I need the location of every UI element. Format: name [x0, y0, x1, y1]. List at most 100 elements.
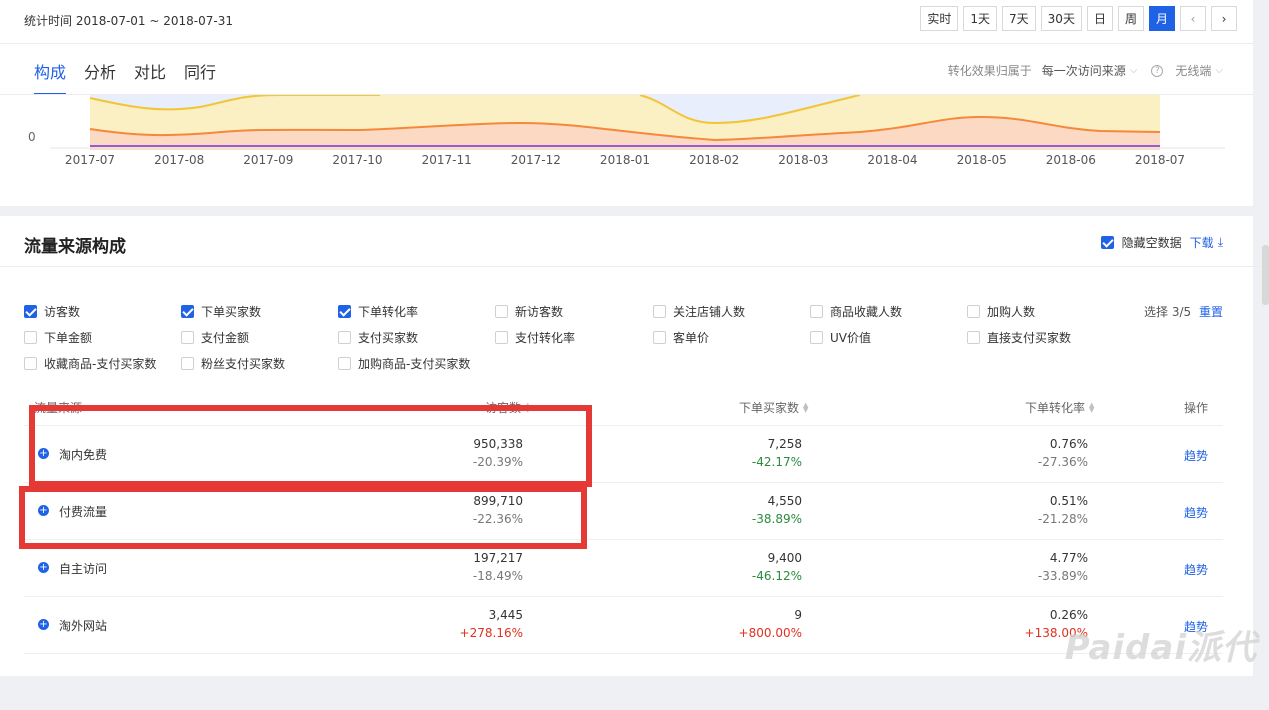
- highlight-box: [19, 486, 587, 549]
- metric-checkbox[interactable]: [810, 331, 823, 344]
- x-tick-label: 2017-09: [243, 153, 294, 167]
- time-btn-realtime[interactable]: 实时: [920, 6, 959, 31]
- buyers-value: 4,550: [767, 494, 802, 508]
- help-icon[interactable]: ?: [1151, 64, 1164, 77]
- metric-checkbox[interactable]: [24, 331, 37, 344]
- visitors-change: -22.36%: [472, 512, 523, 526]
- metric-checkbox[interactable]: [24, 357, 37, 370]
- metric-option[interactable]: 直接支付买家数: [967, 329, 1071, 346]
- metric-option[interactable]: 商品收藏人数: [810, 303, 902, 320]
- rate-value: 0.26%: [1049, 608, 1088, 622]
- metric-option[interactable]: 收藏商品-支付买家数: [24, 355, 156, 372]
- metric-option[interactable]: 支付买家数: [338, 329, 418, 346]
- metric-option[interactable]: 访客数: [24, 303, 80, 320]
- divider: [0, 43, 1253, 44]
- selection-count: 选择 3/5: [1144, 305, 1192, 319]
- metric-label: 直接支付买家数: [987, 331, 1072, 345]
- chart-area-orange: [90, 117, 1160, 150]
- reset-link[interactable]: 重置: [1198, 305, 1223, 319]
- metric-checkbox[interactable]: [338, 331, 351, 344]
- metric-label: 访客数: [44, 305, 81, 319]
- source-name: 付费流量: [59, 505, 108, 519]
- chevron-down-icon[interactable]: ⌵: [1215, 65, 1223, 76]
- chevron-down-icon[interactable]: ⌵: [1129, 65, 1138, 76]
- rate-cell: 0.51% -21.28%: [1038, 494, 1088, 528]
- hide-empty-checkbox[interactable]: [1100, 236, 1114, 249]
- metric-checkbox[interactable]: [653, 305, 666, 318]
- metric-checkbox[interactable]: [338, 305, 351, 318]
- visitors-change: -18.49%: [472, 569, 523, 583]
- trend-link[interactable]: 趋势: [1184, 506, 1209, 520]
- time-btn-day[interactable]: 日: [1086, 6, 1113, 31]
- buyers-cell: 7,258 -42.17%: [752, 437, 802, 471]
- hide-empty-label: 隐藏空数据: [1121, 236, 1182, 250]
- metric-option[interactable]: 新访客数: [495, 303, 563, 320]
- prev-arrow-icon[interactable]: ‹: [1180, 6, 1206, 31]
- expand-plus-icon[interactable]: +: [38, 505, 49, 516]
- metric-checkbox[interactable]: [181, 305, 194, 318]
- metric-option[interactable]: 关注店铺人数: [653, 303, 745, 320]
- metric-label: 支付转化率: [515, 331, 576, 345]
- download-link[interactable]: 下载: [1189, 236, 1214, 250]
- buyers-change: -38.89%: [751, 512, 802, 526]
- buyers-change: -46.12%: [751, 569, 802, 583]
- expand-plus-icon[interactable]: +: [38, 448, 49, 459]
- buyers-value: 9: [794, 608, 802, 622]
- chart-line-yellow: [89, 95, 861, 125]
- attribution-dropdown[interactable]: 每一次访问来源: [1041, 64, 1126, 78]
- metric-checkbox[interactable]: [181, 357, 194, 370]
- metric-checkbox[interactable]: [495, 331, 508, 344]
- next-arrow-icon[interactable]: ›: [1211, 6, 1237, 31]
- tab-composition[interactable]: 构成: [34, 59, 67, 95]
- metric-checkbox[interactable]: [495, 305, 508, 318]
- metric-checkbox[interactable]: [967, 305, 980, 318]
- selection-info: 选择 3/5 重置: [1144, 303, 1223, 320]
- metric-label: 粉丝支付买家数: [201, 357, 286, 371]
- expand-plus-icon[interactable]: +: [38, 562, 49, 573]
- tab-analysis[interactable]: 分析: [84, 63, 117, 82]
- metric-checkbox[interactable]: [181, 331, 194, 344]
- trend-link[interactable]: 趋势: [1184, 620, 1209, 634]
- metric-option[interactable]: 支付金额: [181, 329, 249, 346]
- trend-link[interactable]: 趋势: [1184, 449, 1209, 463]
- metric-checkbox[interactable]: [967, 331, 980, 344]
- metric-checkbox[interactable]: [24, 305, 37, 318]
- trend-link[interactable]: 趋势: [1184, 563, 1209, 577]
- rate-cell: 0.26% +138.00%: [1025, 608, 1088, 642]
- x-tick-label: 2018-02: [689, 153, 740, 167]
- metric-option[interactable]: 下单转化率: [338, 303, 418, 320]
- x-axis: 2017-07 2017-08 2017-09 2017-10 2017-11 2017-…: [0, 153, 1253, 169]
- watermark: Paidai派代: [1064, 628, 1257, 668]
- metric-label: 新访客数: [515, 305, 564, 319]
- time-btn-week[interactable]: 周: [1117, 6, 1144, 31]
- buyers-cell: 4,550 -38.89%: [752, 494, 802, 528]
- metric-option[interactable]: 加购商品-支付买家数: [338, 355, 470, 372]
- metric-option[interactable]: 粉丝支付买家数: [181, 355, 285, 372]
- rate-change: -33.89%: [1037, 569, 1088, 583]
- metric-checkbox[interactable]: [810, 305, 823, 318]
- tab-compare[interactable]: 对比: [134, 63, 167, 82]
- metric-checkbox[interactable]: [338, 357, 351, 370]
- time-btn-30day[interactable]: 30天: [1040, 6, 1082, 31]
- time-btn-1day[interactable]: 1天: [963, 6, 998, 31]
- metric-option[interactable]: 下单金额: [24, 329, 92, 346]
- metric-option[interactable]: 支付转化率: [495, 329, 575, 346]
- visitors-value: 3,445: [488, 608, 523, 622]
- time-btn-month[interactable]: 月: [1148, 6, 1175, 31]
- metric-option[interactable]: 加购人数: [967, 303, 1035, 320]
- metric-option[interactable]: 下单买家数: [181, 303, 261, 320]
- visitors-cell: 197,217 -18.49%: [473, 551, 523, 585]
- header-buyers[interactable]: 下单买家数 ▲ ▼: [739, 400, 809, 415]
- device-dropdown[interactable]: 无线端: [1175, 64, 1212, 78]
- expand-plus-icon[interactable]: +: [38, 619, 49, 630]
- tab-peers[interactable]: 同行: [184, 63, 217, 82]
- metric-checkbox[interactable]: [653, 331, 666, 344]
- header-rate[interactable]: 下单转化率 ▲ ▼: [1025, 400, 1095, 415]
- time-btn-7day[interactable]: 7天: [1002, 6, 1036, 31]
- scrollbar[interactable]: [1262, 245, 1269, 305]
- source-name: 淘内免费: [59, 448, 108, 462]
- download-icon[interactable]: ⤓: [1217, 235, 1223, 249]
- section-actions: 隐藏空数据 下载 ⤓: [1100, 234, 1223, 251]
- metric-option[interactable]: 客单价: [653, 329, 709, 346]
- metric-option[interactable]: UV价值: [810, 329, 871, 346]
